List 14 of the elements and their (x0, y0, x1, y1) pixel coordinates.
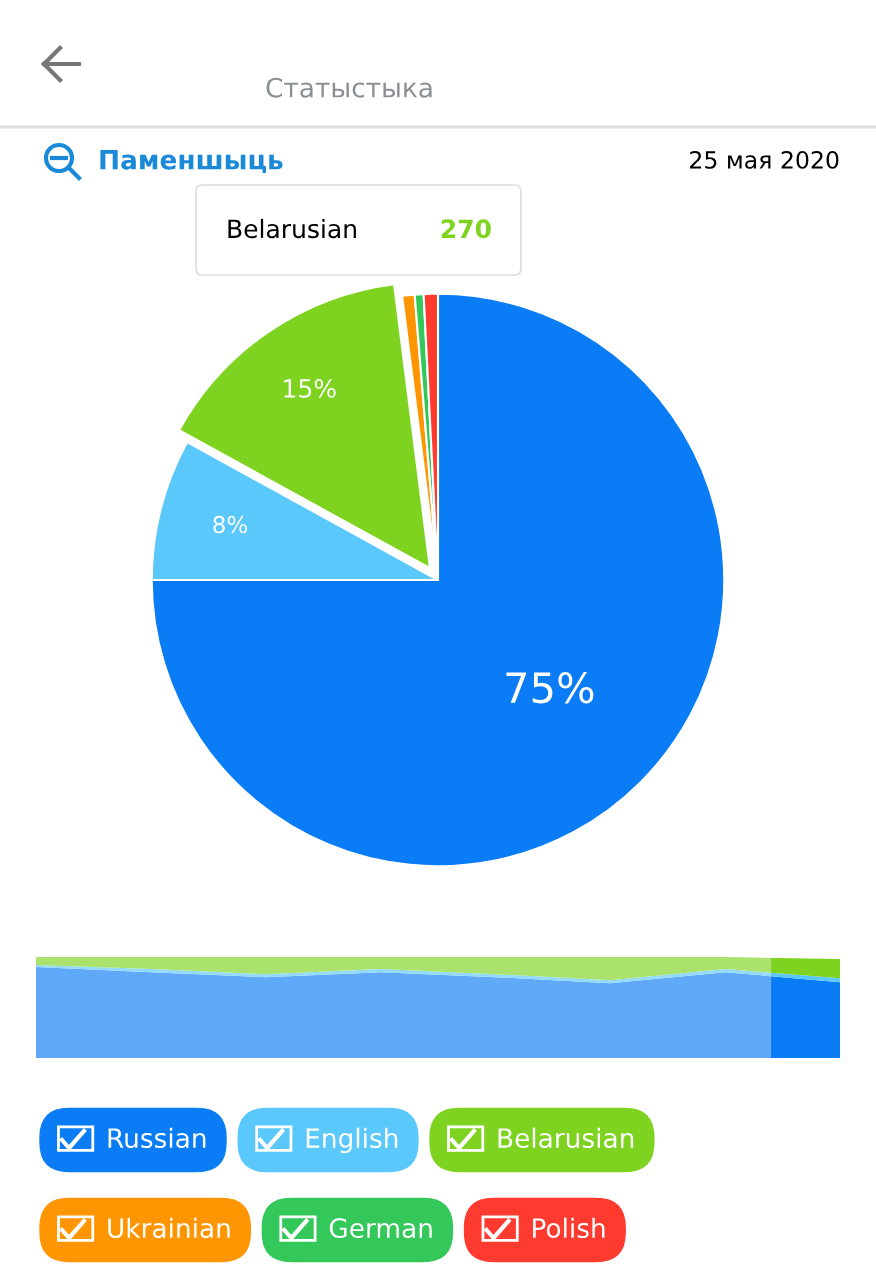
slice-label: Belarusian (228, 218, 356, 239)
data-label: 75% (506, 671, 594, 704)
legend-label: English (306, 1127, 398, 1154)
data-label: 15% (284, 378, 336, 398)
legend-label: German (329, 1218, 432, 1239)
text: Паменшыць (100, 150, 283, 173)
legend-label: Russian (108, 1127, 206, 1149)
text: 270 (441, 219, 491, 239)
legend-label: Polish (533, 1217, 605, 1239)
data-label: 8% (213, 515, 248, 534)
legend-label: Belarusian (498, 1127, 634, 1149)
text: 25 мая 2020 (690, 150, 839, 169)
chart-subtitle: Статыстыка (266, 77, 432, 98)
legend-label: Ukrainian (108, 1217, 230, 1239)
